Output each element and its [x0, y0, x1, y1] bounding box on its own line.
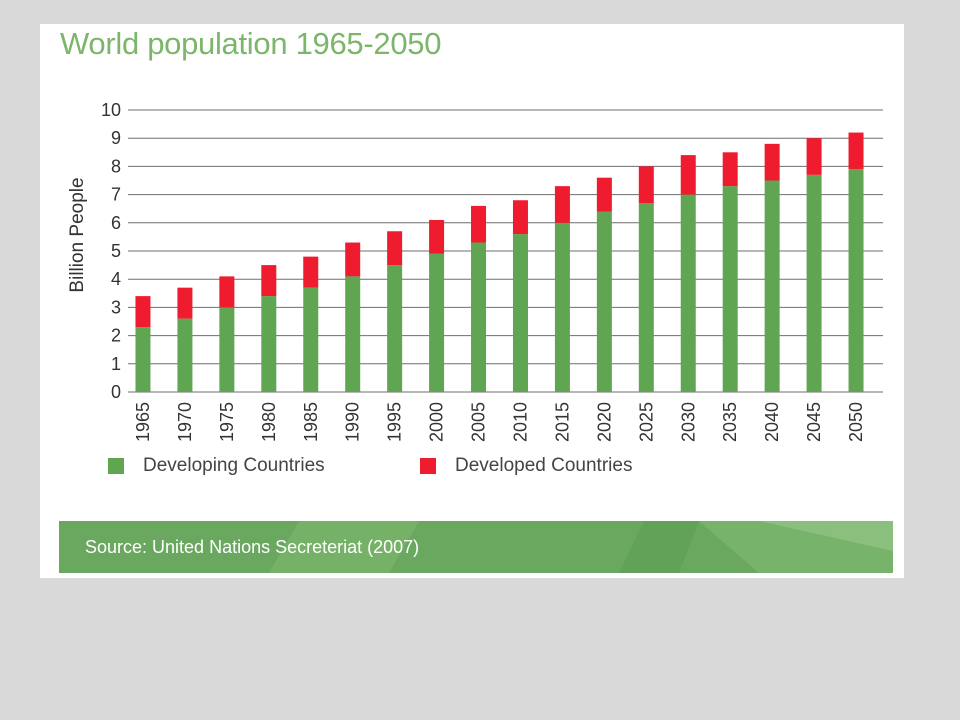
bar-developed: [848, 132, 864, 170]
x-tick-label: 2005: [469, 402, 489, 442]
bar-developing: [471, 242, 487, 392]
bar-developing: [429, 253, 445, 392]
bar-developing: [345, 276, 361, 392]
x-tick-label: 1980: [259, 402, 279, 442]
bar-developing: [764, 180, 780, 392]
bar-developing: [806, 174, 822, 392]
x-tick-label: 1965: [133, 402, 153, 442]
bar-developed: [303, 256, 319, 288]
bar-developed: [764, 143, 780, 181]
x-tick-label: 2040: [762, 402, 782, 442]
bar-developing: [303, 287, 319, 392]
banner-decoration: [269, 521, 893, 573]
y-tick-label: 9: [111, 128, 121, 148]
y-tick-label: 2: [111, 326, 121, 346]
bar-developing: [848, 169, 864, 392]
bar-developing: [638, 203, 654, 392]
bar-developed: [345, 242, 361, 277]
y-tick-label: 5: [111, 241, 121, 261]
x-tick-label: 2015: [552, 402, 572, 442]
x-tick-label: 2030: [678, 402, 698, 442]
x-tick-label: 1970: [175, 402, 195, 442]
bar-developing: [722, 186, 738, 392]
bar-developed: [135, 296, 151, 328]
legend-item-developed: Developed Countries: [420, 455, 632, 477]
bar-developing: [596, 211, 612, 392]
x-tick-label: 2045: [804, 402, 824, 442]
bar-developed: [387, 231, 403, 266]
x-tick-label: 2035: [720, 402, 740, 442]
bar-developing: [177, 318, 193, 392]
legend-label-developing: Developing Countries: [143, 455, 325, 476]
chart-card: World population 1965-2050 0 1 2 3 4 5 6 7 8 9 10 B…: [40, 24, 904, 578]
bar-developed: [722, 152, 738, 187]
bar-developed: [680, 155, 696, 195]
y-tick-label: 7: [111, 185, 121, 205]
y-tick-label: 8: [111, 156, 121, 176]
y-tick-label: 3: [111, 297, 121, 317]
bar-developed: [512, 200, 528, 235]
x-tick-label: 1975: [217, 402, 237, 442]
bar-developed: [219, 276, 235, 308]
y-axis-label: Billion People: [67, 177, 88, 292]
bar-developing: [680, 194, 696, 392]
bar-developing: [261, 296, 277, 392]
bar-developing: [219, 307, 235, 392]
bar-developing: [512, 234, 528, 392]
bar-developed: [596, 177, 612, 212]
x-tick-label: 2025: [636, 402, 656, 442]
y-tick-label: 10: [101, 100, 121, 120]
chart-title: World population 1965-2050: [60, 26, 442, 61]
y-tick-label: 4: [111, 269, 121, 289]
x-tick-label: 2010: [510, 402, 530, 442]
bar-developed: [554, 186, 570, 223]
legend-label-developed: Developed Countries: [455, 455, 633, 476]
source-banner: Source: United Nations Secreteriat (2007…: [59, 521, 893, 573]
y-tick-label: 6: [111, 213, 121, 233]
x-tick-label: 1995: [385, 402, 405, 442]
x-tick-label: 2000: [427, 402, 447, 442]
x-tick-label: 2050: [846, 402, 866, 442]
bar-developed: [638, 166, 654, 204]
legend-swatch-developed: [420, 458, 436, 474]
bar-developed: [177, 287, 193, 319]
bar-developed: [806, 138, 822, 175]
bar-developed: [471, 205, 487, 243]
bar-developing: [387, 265, 403, 392]
y-tick-label: 0: [111, 382, 121, 402]
bar-developing: [135, 327, 151, 392]
bar-developed: [261, 265, 277, 297]
y-tick-label: 1: [111, 354, 121, 374]
x-tick-label: 2020: [594, 402, 614, 442]
bar-developed: [429, 219, 445, 254]
source-text: Source: United Nations Secreteriat (2007…: [85, 536, 420, 557]
x-tick-label: 1985: [301, 402, 321, 442]
bar-developing: [554, 222, 570, 392]
legend-item-developing: Developing Countries: [108, 455, 325, 477]
legend-swatch-developing: [108, 458, 124, 474]
chart-plot: 0 1 2 3 4 5 6 7 8 9 10 Billion People 1965 1970 1975 19…: [67, 100, 883, 442]
x-tick-label: 1990: [343, 402, 363, 442]
